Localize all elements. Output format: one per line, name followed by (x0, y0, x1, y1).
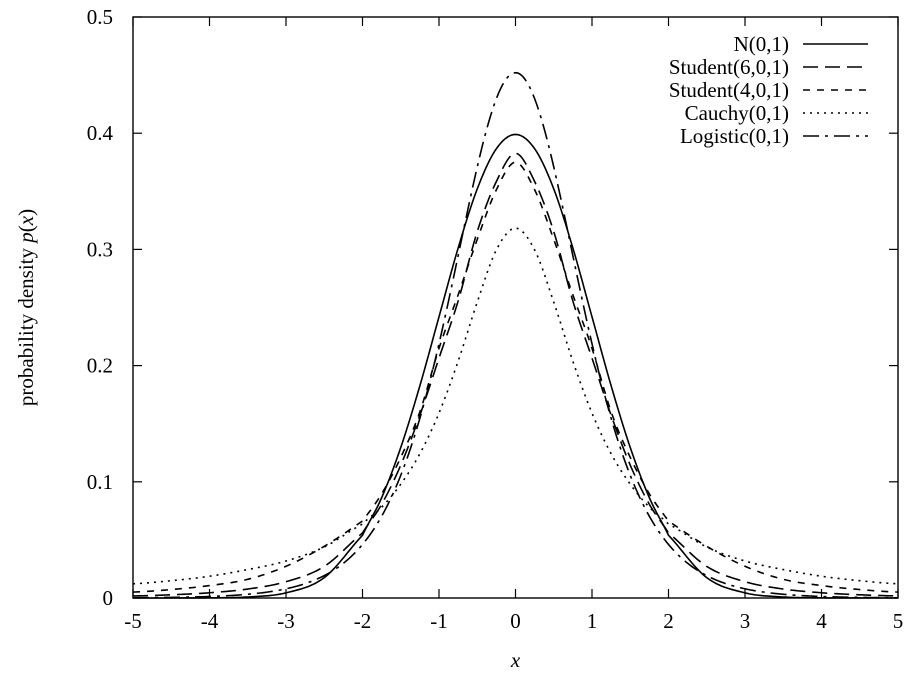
x-tick-label: 3 (740, 609, 751, 633)
x-tick-label: -5 (124, 609, 142, 633)
x-axis-title: x (510, 648, 521, 672)
x-tick-label: 5 (893, 609, 904, 633)
y-tick-label: 0.4 (87, 121, 114, 145)
x-tick-label: 1 (587, 609, 598, 633)
legend: N(0,1)Student(6,0,1)Student(4,0,1)Cauchy… (669, 32, 868, 148)
y-axis-title: probability density p(x) (14, 209, 38, 406)
legend-label-0: N(0,1) (734, 32, 789, 56)
legend-label-1: Student(6,0,1) (669, 55, 789, 79)
x-tick-label: -1 (430, 609, 448, 633)
plot-frame (132, 16, 899, 599)
y-tick-label: 0 (103, 586, 114, 610)
x-tick-label: -3 (277, 609, 295, 633)
series-line-2 (132, 161, 899, 593)
series-line-4 (132, 71, 899, 599)
y-axis-title-prefix: probability density (14, 243, 38, 406)
x-tick-label: 4 (816, 609, 827, 633)
y-axis-title-open: ( (14, 225, 38, 232)
y-tick-label: 0.3 (87, 237, 113, 261)
axes: -5 -4 -3 -2 -1 0 1 2 3 4 5 0 0.1 0.2 0.3 0.4 0.5 (87, 5, 904, 633)
legend-label-3: Cauchy(0,1) (685, 101, 789, 125)
legend-label-2: Student(4,0,1) (669, 78, 789, 102)
curves (132, 71, 899, 599)
series-line-1 (132, 152, 899, 597)
y-axis-title-var: x (14, 215, 38, 226)
x-tick-label: -2 (354, 609, 372, 633)
x-tick-label: 0 (510, 609, 521, 633)
series-line-3 (132, 227, 899, 585)
y-tick-label: 0.2 (87, 354, 113, 378)
y-tick-label: 0.1 (87, 470, 113, 494)
x-tick-label: 2 (663, 609, 674, 633)
legend-label-4: Logistic(0,1) (680, 124, 789, 148)
y-axis-title-p: p (14, 232, 38, 245)
series-line-0 (133, 133, 898, 599)
y-axis-title-close: ) (14, 209, 38, 216)
x-tick-label: -4 (201, 609, 219, 633)
y-tick-label: 0.5 (87, 5, 113, 29)
